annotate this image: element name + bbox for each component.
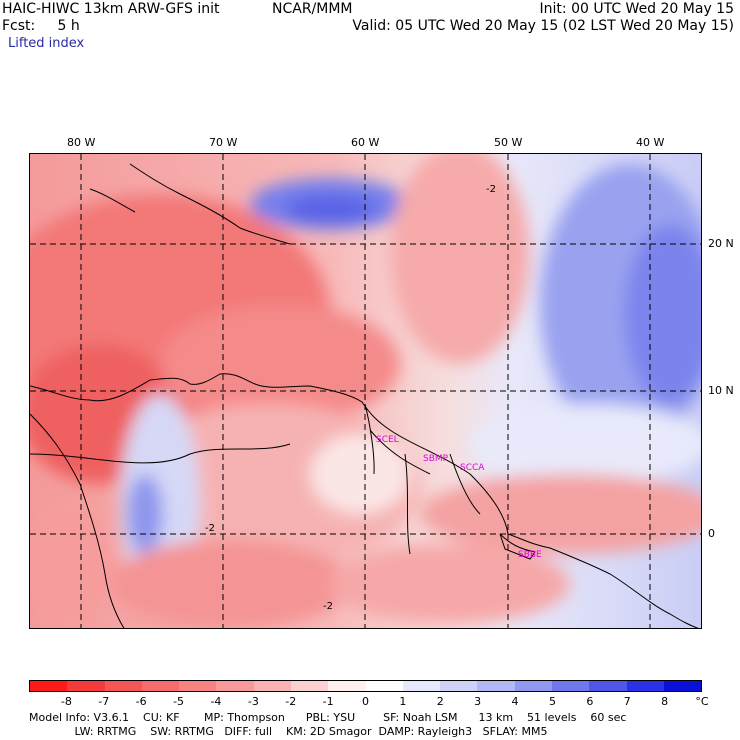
lat-label-20n: 20 N [708,237,734,250]
lon-label-50w: 50 W [494,136,523,149]
colorbar-unit: °C [695,695,709,708]
model-title: HAIC-HIWC 13km ARW-GFS init [2,1,220,17]
valid-time: Valid: 05 UTC Wed 20 May 15 (02 LST Wed … [352,18,734,34]
colorbar-tick-label: 5 [548,695,556,708]
colorbar-cell [216,681,254,691]
contour-label: -2 [486,184,496,195]
contour-label: -2 [205,523,215,534]
colorbar-tick-label: -1 [322,695,334,708]
colorbar-tick-label: 4 [511,695,519,708]
colorbar-cell [626,681,664,691]
colorbar-cell [30,681,68,691]
station-label-scca: SCCA [460,463,485,473]
lon-label-70w: 70 W [209,136,238,149]
lon-label-60w: 60 W [351,136,380,149]
station-label-scel: SCEL [376,435,399,445]
shaded-field [30,154,701,628]
lifted-index-map: -2 -2 -2 SCEL SBMP SCCA SBBE [29,153,702,629]
lon-label-80w: 80 W [67,136,96,149]
colorbar-tick-label: 3 [474,695,482,708]
colorbar-cell [290,681,329,691]
station-label-sbmp: SBMP [423,454,449,464]
colorbar-cell [589,681,627,691]
colorbar-tick-label: -7 [98,695,110,708]
colorbar-tick-label: 6 [586,695,594,708]
colorbar-cell [402,681,441,691]
colorbar-tick-label: -3 [247,695,259,708]
center-name: NCAR/MMM [272,1,353,17]
lat-label-0: 0 [708,527,715,540]
contour-labels: -2 -2 -2 [205,184,496,612]
colorbar-tick-label: -4 [210,695,222,708]
graticule [30,154,701,628]
colorbar-cell [328,681,366,691]
colorbar-cell [179,681,217,691]
coastlines [30,163,699,628]
model-info-line-1: Model Info: V3.6.1 CU: KF MP: Thompson P… [29,711,627,724]
field-name: Lifted index [8,36,85,51]
colorbar-tick-label: 0 [362,695,369,708]
station-labels: SCEL SBMP SCCA SBBE [376,435,542,560]
colorbar-cell [514,681,552,691]
colorbar-tick-label: -5 [173,695,185,708]
colorbar-tick-label: 2 [436,695,444,708]
colorbar [29,680,702,692]
colorbar-tick-label: 8 [661,695,669,708]
colorbar-tick-label: -2 [285,695,297,708]
colorbar-tick-label: 7 [623,695,631,708]
colorbar-cell [365,681,403,691]
colorbar-cell [104,681,142,691]
lat-label-10n: 10 N [708,384,734,397]
map-canvas: -2 -2 -2 SCEL SBMP SCCA SBBE [30,154,701,628]
colorbar-tick-label: -8 [60,695,72,708]
colorbar-tick-label: -6 [135,695,147,708]
lon-label-40w: 40 W [636,136,665,149]
colorbar-cell [67,681,105,691]
colorbar-cell [477,681,515,691]
forecast-hour: Fcst: 5 h [2,18,80,34]
station-label-sbbe: SBBE [518,550,542,560]
colorbar-cell [440,681,478,691]
contour-label: -2 [323,601,333,612]
colorbar-cell [663,681,702,691]
init-time: Init: 00 UTC Wed 20 May 15 [539,1,734,17]
colorbar-cell [551,681,590,691]
colorbar-cell [141,681,180,691]
colorbar-tick-label: 1 [399,695,407,708]
colorbar-cell [253,681,291,691]
model-info-line-2: LW: RRTMG SW: RRTMG DIFF: full KM: 2D Sm… [29,725,548,738]
